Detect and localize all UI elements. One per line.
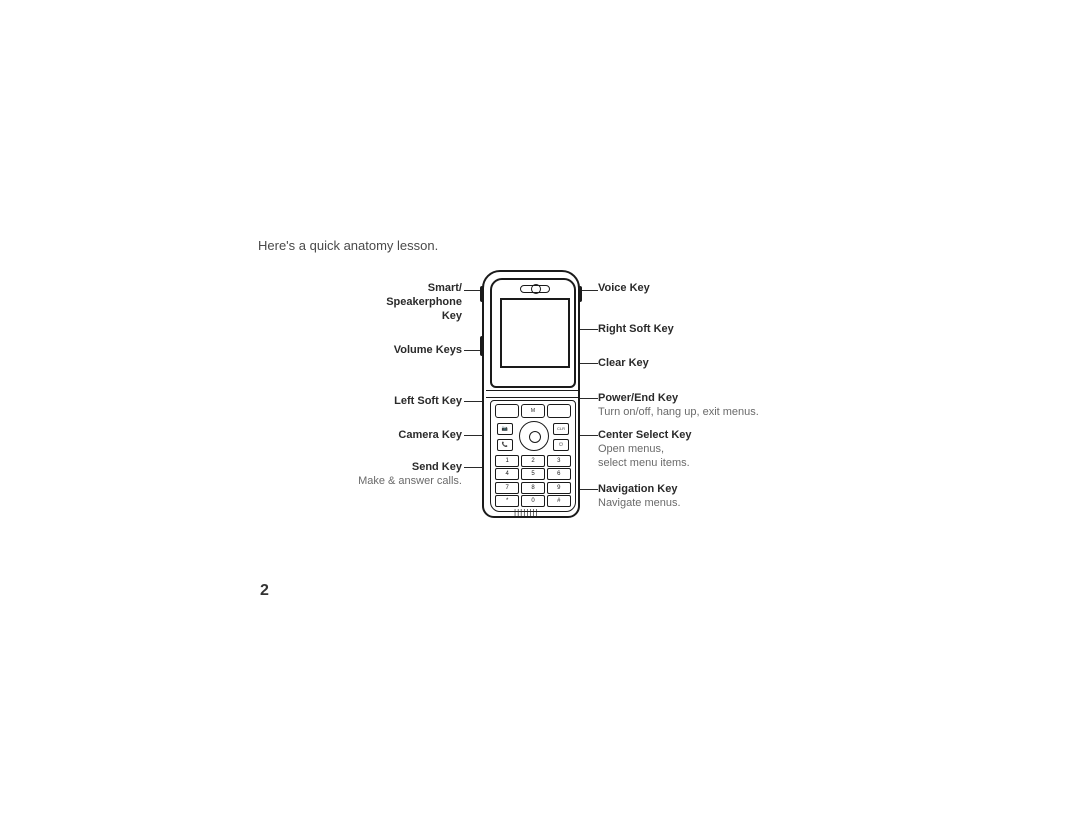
key-9: 9 bbox=[547, 482, 571, 494]
camera-key-icon: 📷 bbox=[497, 423, 513, 435]
earpiece bbox=[520, 285, 550, 293]
end-key-icon: ⏻ bbox=[553, 439, 569, 451]
intro-text: Here's a quick anatomy lesson. bbox=[258, 238, 438, 253]
label-navigation-key: Navigation Key Navigate menus. bbox=[598, 483, 818, 511]
center-select-icon bbox=[529, 431, 541, 443]
phone-screen bbox=[500, 298, 570, 368]
side-button-volume bbox=[480, 336, 484, 356]
speaker-grille-icon bbox=[512, 510, 554, 518]
manual-page: Here's a quick anatomy lesson. 2 Smart/S… bbox=[0, 0, 1080, 834]
page-number: 2 bbox=[260, 582, 269, 600]
keypad-area: M 📷 CLR 📞 ⏻ 1 2 3 4 5 6 7 8 bbox=[490, 400, 576, 512]
send-key-icon: 📞 bbox=[497, 439, 513, 451]
key-8: 8 bbox=[521, 482, 545, 494]
key-0: 0 bbox=[521, 495, 545, 507]
label-center-select-key: Center Select Key Open menus,select menu… bbox=[598, 429, 818, 470]
label-left-soft-key: Left Soft Key bbox=[332, 395, 462, 409]
left-soft-key-icon bbox=[495, 404, 519, 418]
label-power-end-key: Power/End Key Turn on/off, hang up, exit… bbox=[598, 392, 818, 420]
side-button-speakerphone bbox=[480, 286, 484, 302]
menu-key-icon: M bbox=[521, 404, 545, 418]
key-7: 7 bbox=[495, 482, 519, 494]
label-send-key: Send Key Make & answer calls. bbox=[332, 461, 462, 489]
key-1: 1 bbox=[495, 455, 519, 467]
label-smart-speakerphone: Smart/SpeakerphoneKey bbox=[332, 282, 462, 323]
key-star: * bbox=[495, 495, 519, 507]
label-camera-key: Camera Key bbox=[332, 429, 462, 443]
label-clear-key: Clear Key bbox=[598, 357, 818, 371]
key-6: 6 bbox=[547, 468, 571, 480]
label-right-soft-key: Right Soft Key bbox=[598, 323, 818, 337]
key-3: 3 bbox=[547, 455, 571, 467]
navigation-dpad-icon bbox=[519, 421, 549, 451]
phone-flip-top bbox=[490, 278, 576, 388]
key-hash: # bbox=[547, 495, 571, 507]
label-volume-keys: Volume Keys bbox=[332, 344, 462, 358]
leader-line bbox=[582, 290, 598, 291]
key-5: 5 bbox=[521, 468, 545, 480]
numeric-keypad: 1 2 3 4 5 6 7 8 9 * 0 # bbox=[495, 455, 571, 507]
side-button-voice bbox=[578, 286, 582, 302]
label-voice-key: Voice Key bbox=[598, 282, 818, 296]
key-2: 2 bbox=[521, 455, 545, 467]
phone-hinge bbox=[486, 390, 580, 398]
clear-key-icon: CLR bbox=[553, 423, 569, 435]
key-4: 4 bbox=[495, 468, 519, 480]
phone-illustration: M 📷 CLR 📞 ⏻ 1 2 3 4 5 6 7 8 bbox=[482, 270, 580, 518]
phone-outline: M 📷 CLR 📞 ⏻ 1 2 3 4 5 6 7 8 bbox=[482, 270, 580, 518]
softkey-row: M bbox=[495, 404, 571, 418]
right-soft-key-icon bbox=[547, 404, 571, 418]
